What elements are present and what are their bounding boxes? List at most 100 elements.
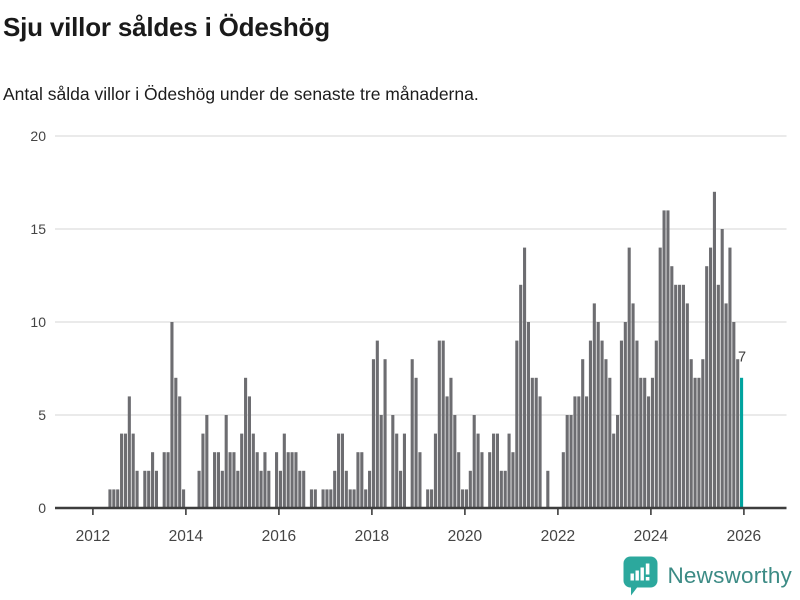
bar-month bbox=[127, 396, 131, 508]
bar-month bbox=[604, 359, 608, 508]
bar-month bbox=[697, 377, 701, 508]
brand-name: Newsworthy bbox=[667, 563, 792, 588]
bar-month bbox=[511, 452, 515, 508]
bar-month bbox=[437, 340, 441, 508]
bar-month bbox=[232, 452, 236, 508]
bar-month bbox=[143, 470, 147, 508]
bar-month bbox=[538, 396, 542, 508]
bar-month bbox=[170, 322, 174, 508]
bar-month bbox=[313, 489, 317, 508]
bar-month bbox=[449, 377, 453, 508]
bar-value-annotation: 7 bbox=[738, 349, 746, 365]
bar-month bbox=[670, 266, 674, 508]
x-axis-tick-label: 2022 bbox=[541, 528, 575, 545]
bar-month bbox=[329, 489, 333, 508]
bar-month bbox=[166, 452, 170, 508]
y-axis-tick-label: 15 bbox=[30, 221, 46, 237]
bar-month bbox=[278, 470, 282, 508]
bar-month bbox=[608, 377, 612, 508]
bar-month bbox=[728, 247, 732, 508]
bar-month bbox=[244, 377, 248, 508]
bar-month bbox=[523, 247, 527, 508]
bar-month bbox=[647, 396, 651, 508]
bar-month bbox=[251, 433, 255, 508]
x-axis-tick-label: 2016 bbox=[262, 528, 296, 545]
x-axis-tick-label: 2020 bbox=[448, 528, 483, 545]
bar-month bbox=[616, 415, 620, 508]
bar-month bbox=[507, 433, 511, 508]
bar-month bbox=[205, 415, 209, 508]
bar-month bbox=[492, 433, 496, 508]
bar-month bbox=[577, 396, 581, 508]
bar-month bbox=[263, 452, 267, 508]
bar-month bbox=[681, 284, 685, 508]
bar-month bbox=[151, 452, 155, 508]
chart-subtitle: Antal sålda villor i Ödeshög under de se… bbox=[3, 84, 479, 104]
bar-month bbox=[503, 470, 507, 508]
bar-month bbox=[488, 452, 492, 508]
bar-month bbox=[340, 433, 344, 508]
bar-month bbox=[441, 340, 445, 508]
bar-month bbox=[275, 452, 279, 508]
bar-month bbox=[247, 396, 251, 508]
bar-month bbox=[309, 489, 313, 508]
bar-month bbox=[592, 303, 596, 508]
bar-month bbox=[216, 452, 220, 508]
bar-month bbox=[294, 452, 298, 508]
bar-month bbox=[662, 210, 666, 508]
bar-month bbox=[499, 470, 503, 508]
bar-month bbox=[433, 433, 437, 508]
bar-month bbox=[162, 452, 166, 508]
bar-month bbox=[120, 433, 124, 508]
bar-month bbox=[612, 433, 616, 508]
bar-month bbox=[457, 452, 461, 508]
bar-month bbox=[344, 470, 348, 508]
bar-month bbox=[414, 377, 418, 508]
bar-month bbox=[476, 433, 480, 508]
x-axis-tick-label: 2014 bbox=[169, 528, 204, 545]
bar-month bbox=[116, 489, 120, 508]
bar-month bbox=[375, 340, 379, 508]
bar-month bbox=[639, 377, 643, 508]
bar-month bbox=[108, 489, 112, 508]
bar-month bbox=[371, 359, 375, 508]
bar-month bbox=[716, 284, 720, 508]
bar-month bbox=[213, 452, 217, 508]
brand-footer: Newsworthy bbox=[622, 553, 792, 599]
bar-month bbox=[267, 470, 271, 508]
bar-month bbox=[526, 322, 530, 508]
bar-month bbox=[282, 433, 286, 508]
bar-month bbox=[453, 415, 457, 508]
bar-month bbox=[391, 415, 395, 508]
bar-month bbox=[631, 303, 635, 508]
bar-month bbox=[220, 470, 224, 508]
bar-month bbox=[472, 415, 476, 508]
bar-month bbox=[236, 470, 240, 508]
bar-month bbox=[255, 452, 259, 508]
bar-month bbox=[410, 359, 414, 508]
highlighted-bar-current-period bbox=[740, 377, 744, 508]
y-axis-tick-label: 20 bbox=[30, 128, 46, 144]
bar-month bbox=[348, 489, 352, 508]
bar-month bbox=[174, 377, 178, 508]
bar-month bbox=[705, 266, 709, 508]
bar-month bbox=[685, 303, 689, 508]
bar-month bbox=[627, 247, 631, 508]
bar-month bbox=[480, 452, 484, 508]
bar-month bbox=[720, 229, 724, 508]
bar-month bbox=[259, 470, 263, 508]
bar-month bbox=[565, 415, 569, 508]
bar-month bbox=[302, 470, 306, 508]
bar-month bbox=[182, 489, 186, 508]
x-axis-tick-label: 2012 bbox=[76, 528, 110, 545]
bar-month bbox=[712, 191, 716, 509]
bar-month bbox=[519, 284, 523, 508]
bar-month bbox=[654, 340, 658, 508]
bar-month bbox=[445, 396, 449, 508]
bar-month bbox=[178, 396, 182, 508]
bar-month bbox=[619, 340, 623, 508]
bar-month bbox=[515, 340, 519, 508]
bar-month bbox=[399, 470, 403, 508]
bar-month bbox=[534, 377, 538, 508]
bar-month bbox=[650, 377, 654, 508]
